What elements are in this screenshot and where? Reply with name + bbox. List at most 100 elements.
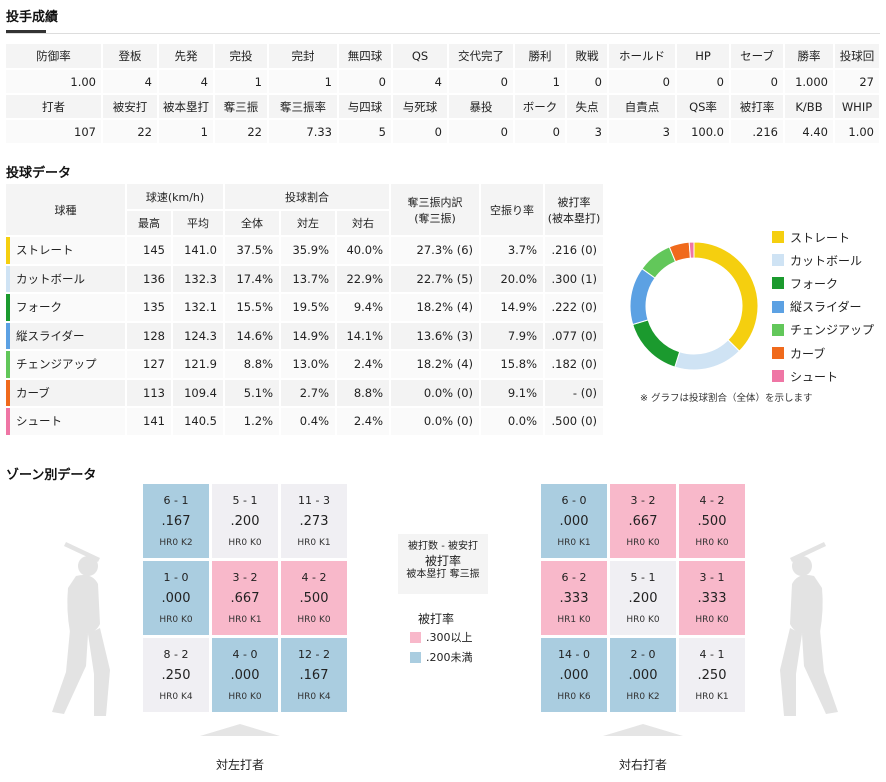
pitch-max: 127 xyxy=(126,350,173,380)
rate-legend-high: .300以上 xyxy=(410,629,473,645)
zone-ba: .250 xyxy=(697,668,727,683)
pitch-row: フォーク 135 132.1 15.5% 19.5% 9.4% 18.2% (4) 14.9%… xyxy=(6,293,606,323)
pitch-whiff: 0.0% xyxy=(480,407,546,437)
donut-slice-6 xyxy=(688,241,695,259)
stat-value-4: 1 xyxy=(268,69,339,95)
zone-count: 4 - 0 xyxy=(232,648,258,661)
pitch-row: チェンジアップ 127 121.9 8.8% 13.0% 2.4% 18.2% (4) 15.… xyxy=(6,350,606,380)
stat-value-2: 4 xyxy=(158,69,215,95)
pitching-stats-title: 投手成績 xyxy=(6,10,59,25)
legend-label: ストレート xyxy=(790,230,851,245)
pitch-type-table: 球種 球速(km/h) 投球割合 奪三振内訳 (奪三振) 空振り率 被打率 (被本塁… xyxy=(6,184,606,437)
pitch-vl: 2.7% xyxy=(280,378,338,408)
pitch-name: シュート xyxy=(6,407,127,437)
pitch-all: 15.5% xyxy=(224,293,282,323)
pitch-avg: 140.5 xyxy=(172,407,226,437)
pitch-name: フォーク xyxy=(6,293,127,323)
stat-header-0: 防御率 xyxy=(6,44,103,70)
pitch-data-title: 投球データ xyxy=(6,166,72,181)
stat-value-8: 0 xyxy=(514,119,567,145)
header-speed: 球速(km/h) xyxy=(126,184,226,211)
rate-legend-title: 被打率 xyxy=(418,612,455,626)
donut-slice-1 xyxy=(674,339,741,371)
pitch-row: シュート 141 140.5 1.2% 0.4% 2.4% 0.0% (0) 0.0% .500… xyxy=(6,407,606,437)
legend-swatch xyxy=(772,277,784,290)
pitch-color-bar xyxy=(6,237,10,264)
header-ratio: 投球割合 xyxy=(224,184,392,211)
pitch-all: 5.1% xyxy=(224,378,282,408)
stat-value-6: 0 xyxy=(392,119,449,145)
stat-value-5: 0 xyxy=(338,69,393,95)
legend-item: 縦スライダー xyxy=(772,298,862,316)
pitch-vr: 22.9% xyxy=(336,264,392,294)
zone-cell: 3 - 2 .667 HR0 K0 xyxy=(610,484,676,558)
header-k-breakdown: 奪三振内訳 (奪三振) xyxy=(390,184,482,237)
stat-header-8: 勝利 xyxy=(514,44,567,70)
zone-count: 4 - 2 xyxy=(301,571,327,584)
zone-count: 2 - 0 xyxy=(630,648,656,661)
legend-swatch xyxy=(772,323,784,336)
stat-value-10: 3 xyxy=(608,119,677,145)
legend-label: カーブ xyxy=(790,346,826,361)
pitch-name: チェンジアップ xyxy=(6,350,127,380)
legend-label: チェンジアップ xyxy=(790,323,875,338)
pitch-name: カーブ xyxy=(6,378,127,408)
pitch-row: カーブ 113 109.4 5.1% 2.7% 8.8% 0.0% (0) 9.1% - (0) xyxy=(6,378,606,408)
stat-value-14: 27 xyxy=(834,69,881,95)
pitch-avg: 121.9 xyxy=(172,350,226,380)
stat-header-3: 奪三振 xyxy=(214,94,269,120)
legend-item: フォーク xyxy=(772,274,838,292)
donut-slice-0 xyxy=(693,241,759,352)
zone-ba: .000 xyxy=(559,514,589,529)
pitch-name: カットボール xyxy=(6,264,127,294)
pitch-k: 22.7% (5) xyxy=(390,264,482,294)
stat-header-7: 交代完了 xyxy=(448,44,515,70)
pitch-ratio-donut-chart xyxy=(629,241,759,371)
high-swatch xyxy=(410,631,421,643)
pitch-vl: 13.0% xyxy=(280,350,338,380)
stat-value-6: 4 xyxy=(392,69,449,95)
zone-hr-k: HR0 K0 xyxy=(159,615,193,625)
zone-ba: .000 xyxy=(628,668,658,683)
header-all: 全体 xyxy=(224,210,282,237)
stat-value-12: 0 xyxy=(730,69,785,95)
pitch-color-bar xyxy=(6,408,10,435)
pitch-all: 37.5% xyxy=(224,236,282,266)
left-batter-silhouette xyxy=(52,542,110,716)
stat-header-9: 失点 xyxy=(566,94,609,120)
home-plate-right xyxy=(603,724,683,736)
zone-hr-k: HR1 K0 xyxy=(557,615,591,625)
zone-cell: 4 - 2 .500 HR0 K0 xyxy=(281,561,347,635)
zone-hr-k: HR0 K0 xyxy=(297,615,331,625)
zone-ba: .200 xyxy=(628,591,658,606)
right-batter-silhouette xyxy=(780,542,838,716)
stat-header-2: 先発 xyxy=(158,44,215,70)
zone-cell: 3 - 1 .333 HR0 K0 xyxy=(679,561,745,635)
pitch-k: 18.2% (4) xyxy=(390,293,482,323)
stat-header-5: 無四球 xyxy=(338,44,393,70)
pitch-vr: 8.8% xyxy=(336,378,392,408)
stat-value-9: 0 xyxy=(566,69,609,95)
zone-hr-k: HR0 K0 xyxy=(695,615,729,625)
pitch-whiff: 14.9% xyxy=(480,293,546,323)
stat-value-3: 22 xyxy=(214,119,269,145)
pitch-whiff: 7.9% xyxy=(480,321,546,351)
pitch-color-bar xyxy=(6,322,10,349)
zone-count: 4 - 1 xyxy=(699,648,725,661)
zone-data-title: ゾーン別データ xyxy=(6,468,97,483)
stat-header-14: 投球回 xyxy=(834,44,881,70)
key-ba: 被打率 xyxy=(424,554,461,568)
pitch-vr: 14.1% xyxy=(336,321,392,351)
low-swatch xyxy=(410,651,421,663)
stat-header-1: 登板 xyxy=(102,44,159,70)
zone-hr-k: HR0 K0 xyxy=(626,615,660,625)
zone-ba: .500 xyxy=(697,514,727,529)
zone-count: 5 - 1 xyxy=(232,494,258,507)
zone-count: 4 - 2 xyxy=(699,494,725,507)
zone-hr-k: HR0 K0 xyxy=(626,538,660,548)
stat-header-1: 被安打 xyxy=(102,94,159,120)
pitch-ba: .216 (0) xyxy=(544,236,606,266)
zone-cell: 5 - 1 .200 HR0 K0 xyxy=(610,561,676,635)
legend-swatch xyxy=(772,231,784,243)
pitch-avg: 141.0 xyxy=(172,236,226,266)
